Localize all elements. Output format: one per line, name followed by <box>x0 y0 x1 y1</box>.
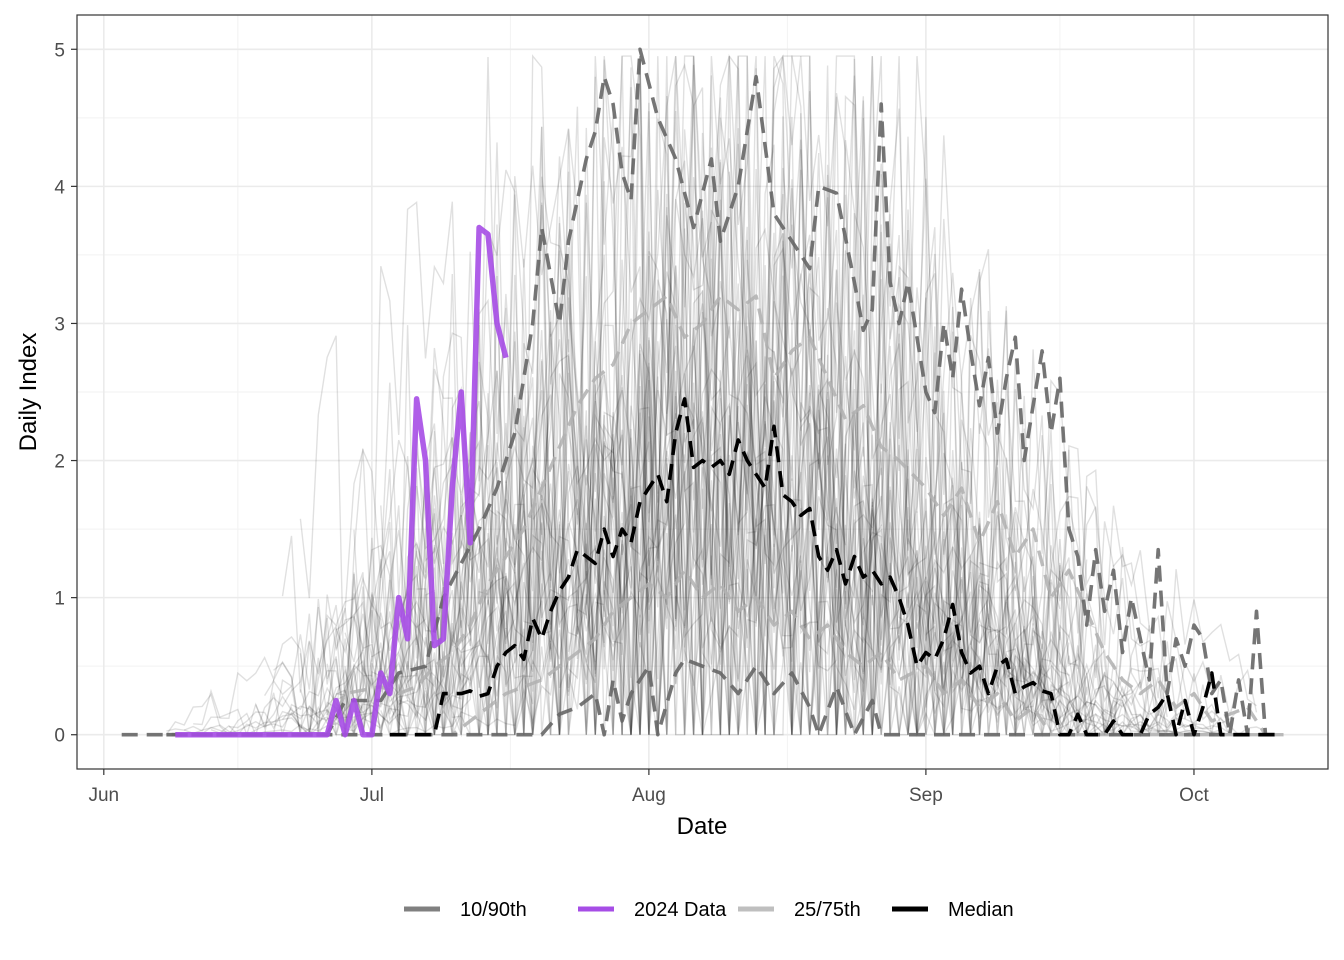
legend-label: 10/90th <box>460 899 527 921</box>
background-year-line <box>281 382 1061 736</box>
y-axis-title: Daily Index <box>15 333 42 452</box>
legend-label: Median <box>948 899 1014 921</box>
y-tick-label: 0 <box>54 726 65 747</box>
series-line-median <box>389 397 1284 737</box>
x-tick-label: Jun <box>88 785 119 806</box>
background-year-line <box>344 55 1168 735</box>
y-tick-label: 5 <box>54 40 65 61</box>
background-year-line <box>299 62 1168 738</box>
background-year-line <box>237 164 1258 737</box>
y-tick-label: 4 <box>54 177 65 198</box>
plot-panel-border <box>76 14 1329 770</box>
series-line-p75 <box>325 294 1284 737</box>
legend: 10/90th 2024 Data 25/75th Median <box>404 899 1014 921</box>
background-year-line <box>353 381 1195 738</box>
series-line-p10 <box>166 657 1284 737</box>
y-tick-label: 3 <box>54 314 65 335</box>
background-year-line <box>335 55 1213 736</box>
series-line-current <box>175 224 509 738</box>
background-year-line <box>210 197 1257 736</box>
minor-gridlines <box>77 15 1328 769</box>
series-line-p90 <box>121 47 1284 737</box>
background-year-line <box>406 54 1106 735</box>
background-year-line <box>228 433 1070 736</box>
background-year-line <box>335 405 1231 738</box>
x-tick-label: Jul <box>360 785 384 806</box>
y-tick-label: 2 <box>54 452 65 473</box>
x-tick-label: Aug <box>632 785 666 806</box>
legend-label: 25/75th <box>794 899 861 921</box>
y-axis: 0 1 2 3 4 5 <box>54 40 77 747</box>
x-axis: Jun Jul Aug Sep Oct <box>88 769 1209 806</box>
background-year-line <box>353 56 1124 736</box>
background-year-line <box>380 56 1061 736</box>
background-year-line <box>272 303 1231 737</box>
background-year-line <box>165 55 1150 736</box>
background-year-line <box>335 286 1168 738</box>
background-year-line <box>326 209 1150 737</box>
x-tick-label: Sep <box>909 785 943 806</box>
background-year-line <box>416 415 1177 738</box>
background-year-line <box>424 56 1097 736</box>
background-year-line <box>326 324 1079 736</box>
background-year-line <box>389 56 1266 736</box>
series-lines <box>121 47 1284 738</box>
background-year-line <box>193 56 1088 736</box>
x-tick-label: Oct <box>1179 785 1209 806</box>
background-year-line <box>371 198 1230 738</box>
background-year-line <box>273 55 1124 736</box>
background-year-line <box>299 54 1070 736</box>
y-tick-label: 1 <box>54 589 65 610</box>
legend-label: 2024 Data <box>634 899 727 921</box>
background-year-line <box>344 95 1070 738</box>
background-year-line <box>166 402 1070 737</box>
series-line-p25 <box>166 568 1284 737</box>
background-year-line <box>344 324 1123 736</box>
x-axis-title: Date <box>677 813 728 840</box>
